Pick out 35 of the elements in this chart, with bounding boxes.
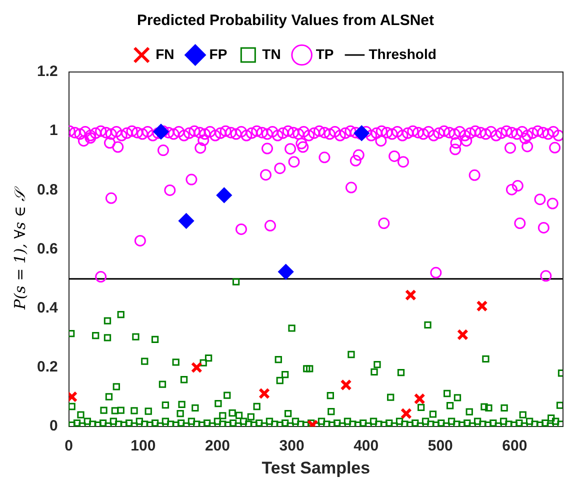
point bbox=[400, 408, 412, 420]
x-tick-label: 0 bbox=[64, 438, 74, 455]
y-tick-label: 0.4 bbox=[36, 300, 58, 317]
x-tick-label: 600 bbox=[502, 438, 528, 455]
legend-label: TP bbox=[316, 46, 334, 62]
x-tick-label: 200 bbox=[204, 438, 230, 455]
x-tick-label: 300 bbox=[279, 438, 304, 455]
point bbox=[258, 388, 270, 400]
x-tick-label: 500 bbox=[428, 438, 453, 455]
point bbox=[354, 125, 370, 141]
point bbox=[190, 362, 202, 374]
x-tick-label: 400 bbox=[354, 438, 379, 455]
point bbox=[216, 187, 232, 203]
x-axis-title: Test Samples bbox=[262, 458, 370, 478]
y-tick-label: 0.8 bbox=[36, 181, 58, 198]
y-tick-label: 1 bbox=[50, 122, 58, 140]
x-tick-label: 100 bbox=[130, 438, 156, 455]
point bbox=[153, 124, 169, 140]
point bbox=[456, 328, 468, 340]
point bbox=[340, 379, 352, 391]
y-tick-label: 0.2 bbox=[36, 358, 58, 376]
point bbox=[178, 213, 194, 229]
y-tick-label: 0 bbox=[50, 418, 58, 435]
point bbox=[414, 393, 426, 405]
chart-title: Predicted Probability Values from ALSNet bbox=[136, 12, 434, 30]
legend-label: Threshold bbox=[368, 46, 436, 62]
point bbox=[404, 289, 416, 301]
legend-label: TN bbox=[262, 46, 281, 62]
point bbox=[278, 264, 294, 280]
legend-label: FN bbox=[156, 46, 174, 62]
legend-label: FP bbox=[209, 46, 228, 62]
y-axis-title: P(s = 1), ∀s ∈ 𝒮 bbox=[10, 185, 29, 310]
point bbox=[476, 300, 488, 312]
y-tick-label: 1.2 bbox=[36, 63, 58, 80]
y-tick-label: 0.6 bbox=[36, 240, 58, 258]
